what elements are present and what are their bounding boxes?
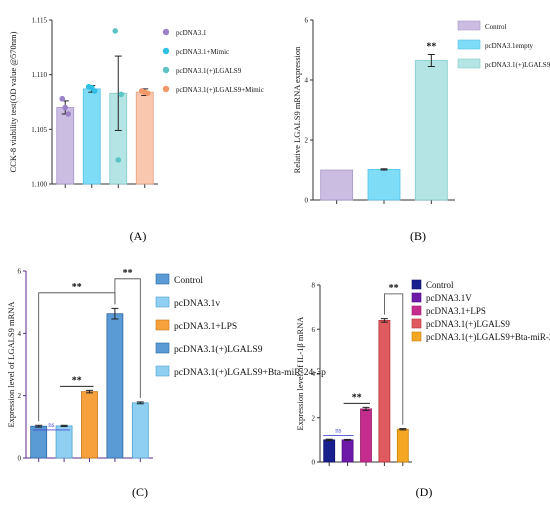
legend-marker [411,292,422,303]
y-tick-label: 1.105 [31,126,47,134]
legend-label: pcDNA3.1(+)LGALS9+Bta-miR-24-3p [174,367,326,378]
bar [360,408,372,463]
legend-marker [155,273,170,285]
data-point [88,84,95,91]
panel-label-c: (C) [132,485,148,499]
legend-marker [162,28,170,36]
y-tick-label: 1.115 [32,17,48,25]
y-tick-label: 2 [18,392,22,400]
legend-label: pcDNA3.1(+)LGALS9 [174,344,263,355]
y-tick-label: 0 [305,197,309,205]
chart-panel-b: 0 2 4 6 Relative LGALS9 mRNA expression ** Con… [292,17,550,205]
comparison-bracket [114,278,141,398]
y-tick-label: 4 [305,77,309,85]
comparison-bracket [38,292,116,422]
comparison-bracket [384,293,404,425]
bar [81,391,98,459]
y-axis-title: Expression level of IL-1β mRNA [295,316,305,431]
legend-marker [162,47,170,55]
y-tick-label: 2 [312,414,316,422]
chart-panel-a: 1.100 1.105 1.110 1.115 CCK-8 viability test… [8,17,264,189]
bar [56,107,75,185]
legend-label: Control [174,276,203,286]
panel-label-d: (D) [416,485,433,499]
comparison-label: ns [335,426,342,434]
legend-label: pcDNA3.1+LPS [426,306,486,316]
legend-marker [457,39,481,50]
y-tick-label: 8 [312,282,316,290]
legend-label: pcDNA3.1V [426,293,472,303]
y-tick-label: 0 [312,459,316,467]
legend-label: Control [485,23,506,31]
comparison-label: ** [352,392,362,403]
legend-marker [155,365,170,377]
bar [82,88,101,185]
legend-marker [411,331,422,342]
bar [341,439,354,463]
y-tick-label: 4 [312,370,316,378]
y-tick-label: 6 [305,17,309,25]
legend-label: pcDNA3.1(+)LGALS9+Mimic [176,86,264,94]
y-axis-title: CCK-8 viability test(OD value @570nm) [8,31,18,172]
y-tick-label: 6 [312,326,316,334]
legend-label: pcDNA3.1(+)LGALS9 [176,67,242,75]
panel-label-b: (B) [410,229,426,243]
y-axis-title: Expression level of LGALS9 mRNA [6,301,16,428]
legend-label: pcDNA3.1+Mimic [176,48,229,56]
comparison-label: ** [389,283,399,294]
legend-label: Control [426,280,454,290]
legend-label: pcDNA3.1 [176,29,207,37]
legend-marker [411,318,422,329]
data-point [141,89,148,95]
comparison-label: ns [48,421,55,429]
legend-marker [162,66,170,74]
bar [323,439,336,463]
legend-marker [155,319,170,331]
legend-marker [411,305,422,316]
legend-marker [411,279,422,290]
legend-label: pcDNA3.1+LPS [174,322,237,332]
legend-label: pcDNA3.1empty [485,42,534,50]
bar [131,402,149,459]
y-tick-label: 6 [18,268,22,276]
data-point [62,104,69,111]
bar [396,428,409,463]
data-point [115,157,122,163]
bar [106,313,124,459]
legend-label: pcDNA3.1(+)LGALS9 [485,61,550,69]
legend-marker [457,20,481,31]
bar [378,319,391,463]
comparison-label: ** [72,375,82,386]
bar [320,169,354,201]
legend-label: pcDNA3.1(+)LGALS9 [426,319,510,329]
data-point [112,28,119,34]
legend-marker [162,85,170,93]
y-tick-label: 4 [18,330,22,338]
bar [30,425,48,459]
y-tick-label: 0 [18,455,22,463]
panel-label-a: (A) [130,229,147,243]
significance-label: ** [426,42,436,53]
legend-marker [155,296,170,308]
data-point [65,111,72,117]
data-point [59,95,66,102]
legend-marker [457,58,481,69]
chart-panel-d: 0 2 4 6 8 Expression level of IL-1β mRNA ns ** *… [295,279,550,467]
y-tick-label: 2 [305,137,309,145]
bar [55,425,73,459]
y-tick-label: 1.100 [31,181,47,189]
y-axis-title: Relative LGALS9 mRNA expression [292,46,302,174]
bar [414,60,448,201]
chart-panel-c: 0 2 4 6 Expression level of LGALS9 mRNA ns ** *… [6,268,326,463]
comparison-label: ** [123,268,133,279]
bar [135,91,154,185]
bar [367,168,401,201]
legend-marker [155,342,170,354]
comparison-label: ** [72,282,82,293]
data-point [118,91,125,98]
legend-label: pcDNA3.1v [174,299,220,309]
legend-label: pcDNA3.1(+)LGALS9+Bta-miR-24-3p [426,332,550,342]
y-tick-label: 1.110 [32,71,48,79]
